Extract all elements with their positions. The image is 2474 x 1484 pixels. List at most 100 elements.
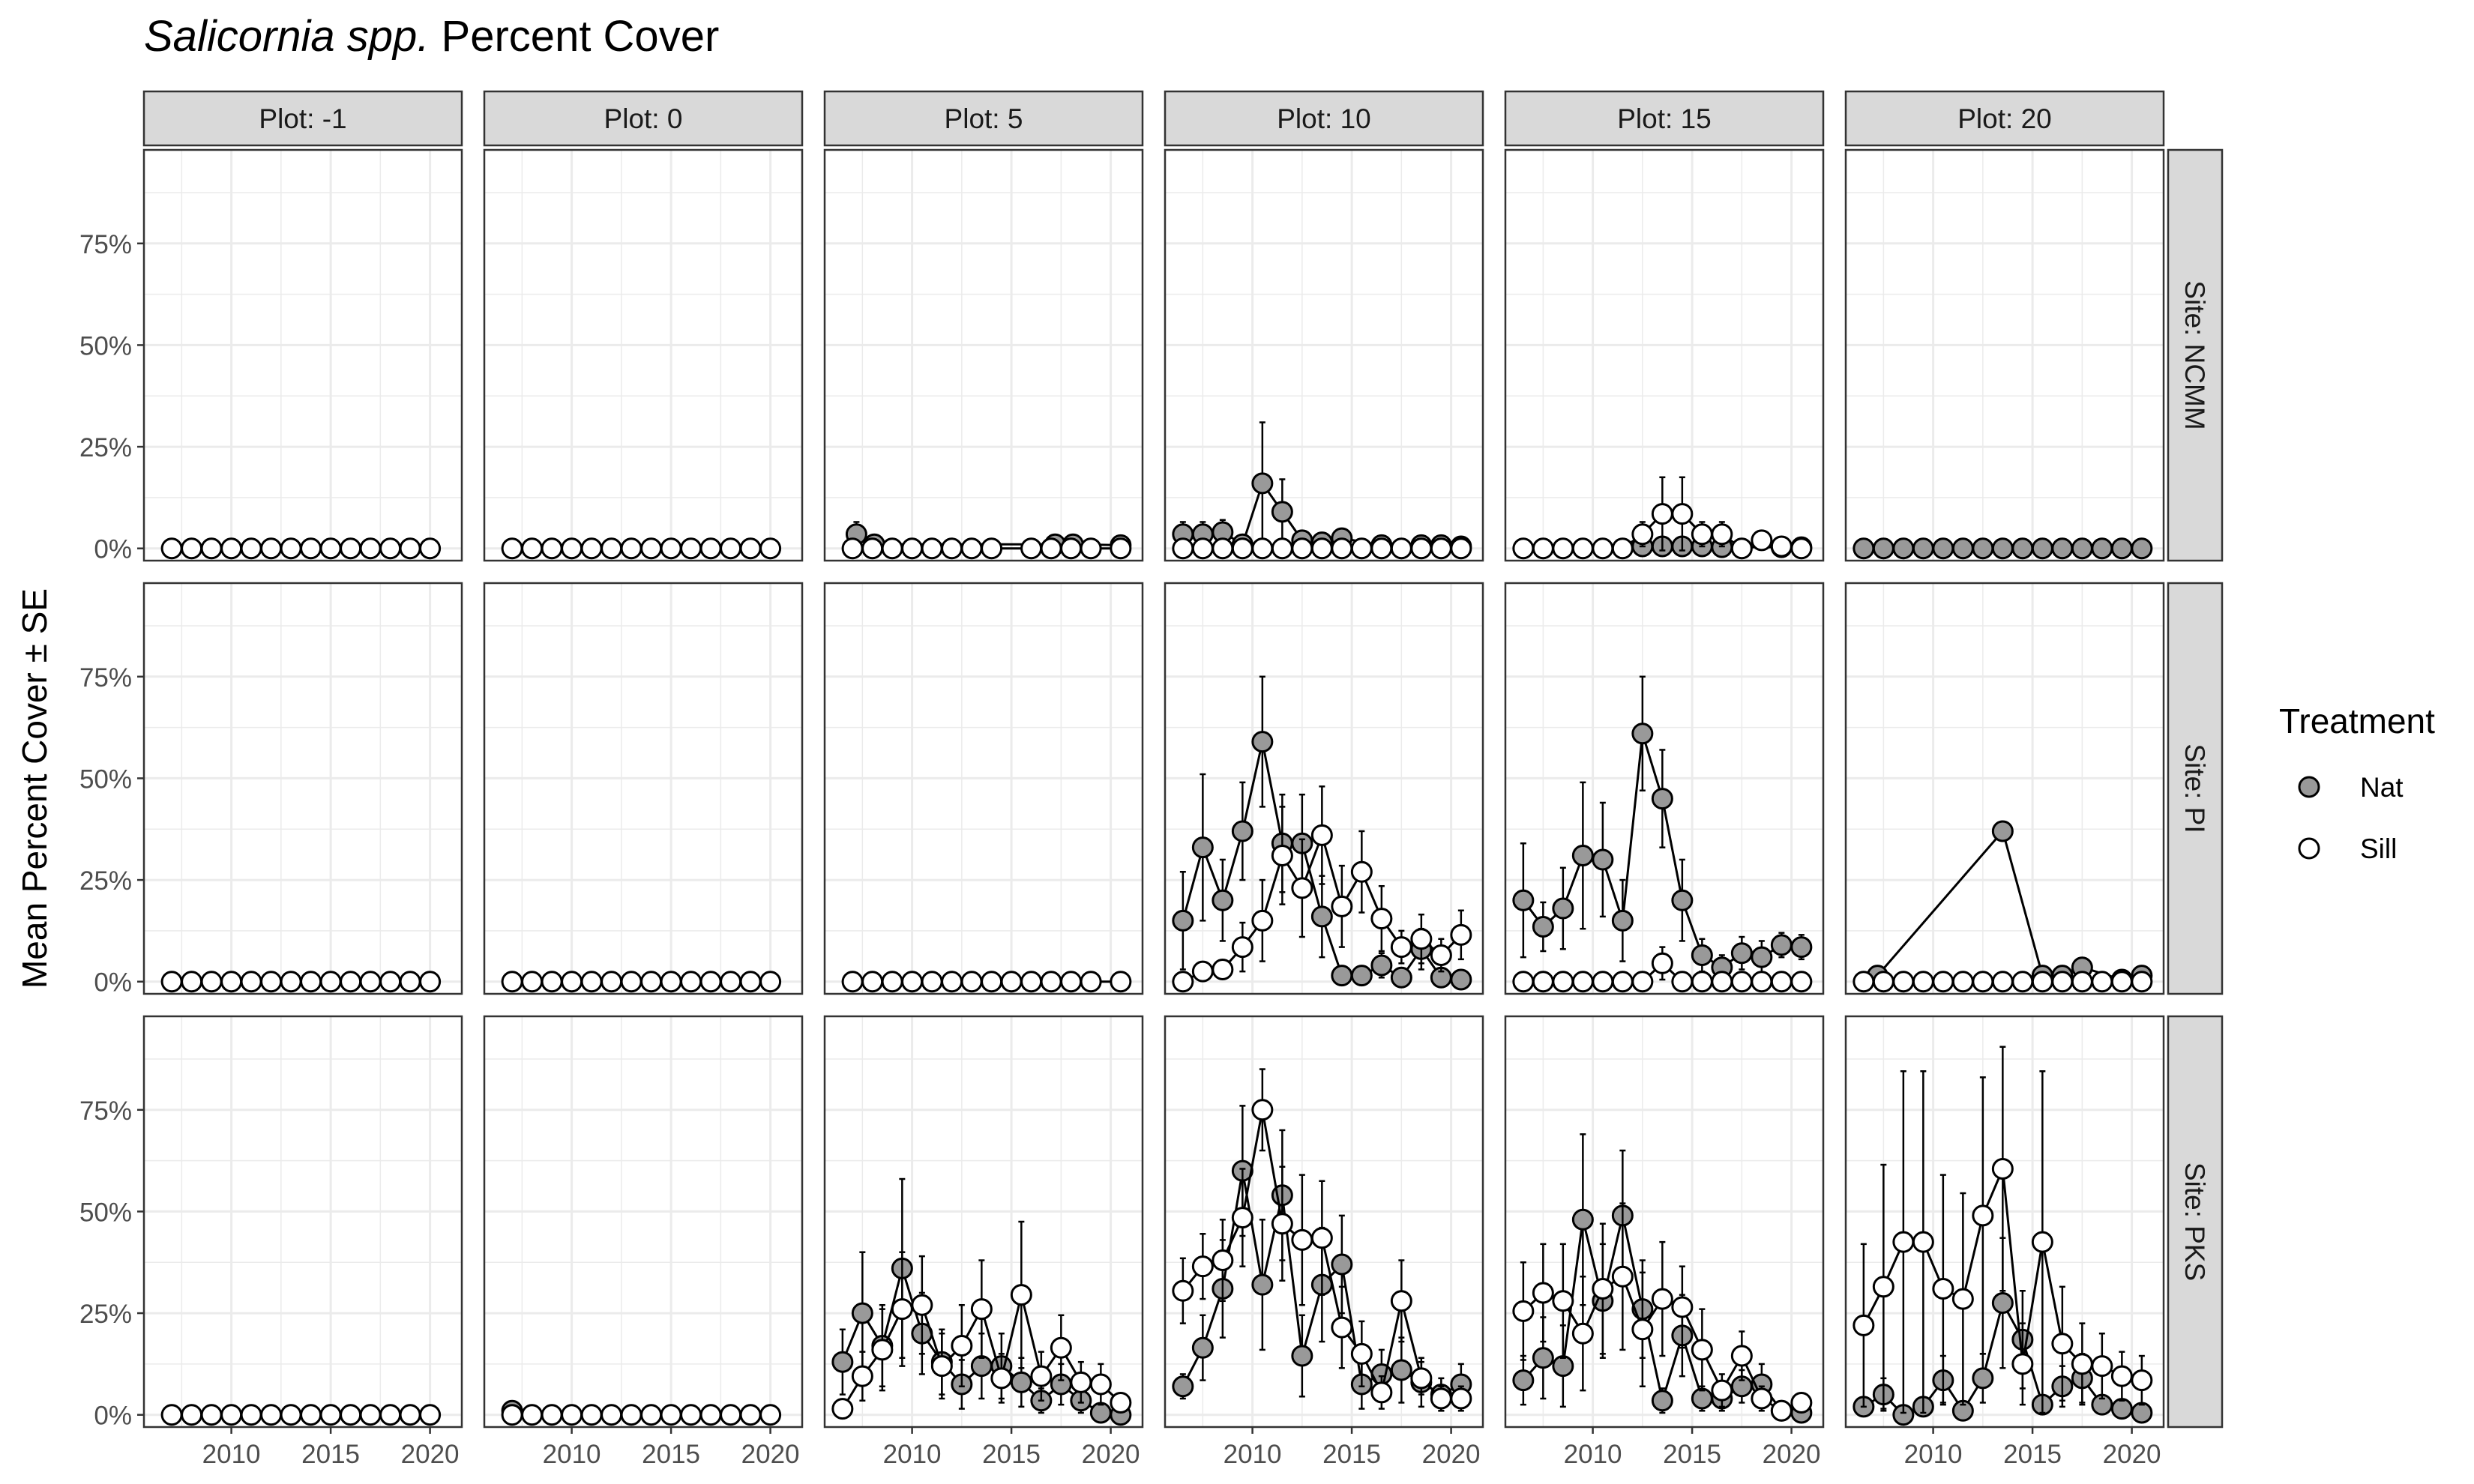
data-point-sill xyxy=(739,971,762,993)
panel-marks xyxy=(1853,1046,2153,1426)
x-tick-label: 2010 xyxy=(1564,1440,1622,1469)
data-point-sill xyxy=(841,971,864,993)
panel-marks xyxy=(841,971,1132,993)
strip-label: Plot: 0 xyxy=(604,103,683,134)
data-point-sill xyxy=(1000,971,1023,993)
data-point-nat xyxy=(1751,946,1773,968)
data-point-sill xyxy=(1410,928,1433,950)
data-point-sill xyxy=(911,1294,933,1316)
panel-grid xyxy=(1505,583,1823,994)
data-point-sill xyxy=(1350,1342,1373,1365)
data-point-sill xyxy=(1271,845,1293,867)
data-point-sill xyxy=(1430,1387,1452,1410)
panel-grid xyxy=(1846,150,2164,561)
panel-background xyxy=(144,1016,462,1427)
data-point-sill xyxy=(881,971,903,993)
y-tick-label: 50% xyxy=(79,1198,132,1227)
data-point-sill xyxy=(601,971,623,993)
data-point-sill xyxy=(2051,1333,2074,1355)
panel-grid xyxy=(144,1016,462,1427)
legend-label-sill: Sill xyxy=(2360,833,2397,864)
data-point-sill xyxy=(1951,1288,1974,1310)
panel-border xyxy=(1504,582,1825,995)
strip-background xyxy=(1504,90,1825,147)
data-point-sill xyxy=(359,537,382,560)
data-point-sill xyxy=(1040,971,1062,993)
strip-label: Site: PKS xyxy=(2179,1162,2210,1281)
data-point-nat xyxy=(1331,965,1353,987)
data-point-nat xyxy=(2110,537,2133,560)
data-point-sill xyxy=(970,1298,993,1321)
data-point-sill xyxy=(680,1404,702,1426)
data-point-sill xyxy=(1991,1157,2014,1180)
data-point-sill xyxy=(1571,537,1594,560)
data-point-sill xyxy=(260,971,283,993)
data-point-sill xyxy=(1271,1213,1293,1235)
data-point-sill xyxy=(981,971,1003,993)
data-point-sill xyxy=(1450,1387,1472,1410)
data-point-sill xyxy=(680,971,702,993)
legend-label-nat: Nat xyxy=(2360,772,2404,803)
data-point-sill xyxy=(181,971,203,993)
data-point-sill xyxy=(359,1404,382,1426)
y-tick-label: 75% xyxy=(79,663,132,693)
data-point-sill xyxy=(699,971,722,993)
x-tick-label: 2020 xyxy=(741,1440,800,1469)
data-point-sill xyxy=(640,537,663,560)
data-point-sill xyxy=(1251,909,1274,932)
panel-background xyxy=(1165,150,1483,561)
data-point-sill xyxy=(1231,537,1253,560)
data-point-sill xyxy=(1390,1290,1412,1312)
panel-data xyxy=(483,582,804,995)
data-point-nat xyxy=(851,1302,873,1324)
data-point-sill xyxy=(1592,1278,1614,1300)
data-point-sill xyxy=(921,537,943,560)
data-point-sill xyxy=(1532,537,1554,560)
data-point-sill xyxy=(739,537,762,560)
data-point-nat xyxy=(1172,909,1194,932)
panel-marks xyxy=(1512,675,1813,993)
data-point-sill xyxy=(1853,971,1875,993)
data-point-sill xyxy=(640,1404,663,1426)
data-point-sill xyxy=(1370,1381,1393,1404)
panel-marks xyxy=(1512,1133,1813,1424)
facet-strip-col: Plot: 10 xyxy=(1164,90,1484,147)
data-point-nat xyxy=(970,1355,993,1378)
data-point-sill xyxy=(160,1404,183,1426)
data-point-nat xyxy=(1212,889,1234,911)
data-point-sill xyxy=(319,537,342,560)
data-point-sill xyxy=(891,1298,913,1321)
data-point-nat xyxy=(1172,1375,1194,1398)
data-point-sill xyxy=(501,537,523,560)
strip-background xyxy=(1164,90,1484,147)
data-point-sill xyxy=(1912,1231,1934,1253)
data-point-sill xyxy=(1691,1339,1713,1361)
panel-border xyxy=(142,1015,463,1429)
data-point-sill xyxy=(1872,1276,1894,1298)
data-point-nat xyxy=(2031,537,2053,560)
data-point-nat xyxy=(1853,537,1875,560)
data-point-sill xyxy=(1711,1379,1733,1402)
data-point-sill xyxy=(981,537,1003,560)
y-tick-label: 0% xyxy=(94,1402,132,1431)
data-point-sill xyxy=(1410,1367,1433,1390)
data-point-sill xyxy=(1972,1204,1994,1227)
data-point-sill xyxy=(181,1404,203,1426)
data-point-sill xyxy=(1552,537,1574,560)
data-point-nat xyxy=(1251,472,1274,495)
data-point-sill xyxy=(1651,503,1673,525)
panel-background xyxy=(825,150,1143,561)
data-point-sill xyxy=(501,1404,523,1426)
data-point-sill xyxy=(1751,529,1773,552)
data-point-sill xyxy=(521,1404,544,1426)
data-point-sill xyxy=(319,971,342,993)
data-point-sill xyxy=(941,971,963,993)
data-point-sill xyxy=(660,1404,682,1426)
data-point-sill xyxy=(419,1404,442,1426)
panel-data xyxy=(1844,148,2165,562)
panel-background xyxy=(1846,583,2164,994)
panel-grid xyxy=(825,583,1143,994)
data-point-sill xyxy=(541,537,563,560)
data-point-sill xyxy=(1231,1207,1253,1229)
